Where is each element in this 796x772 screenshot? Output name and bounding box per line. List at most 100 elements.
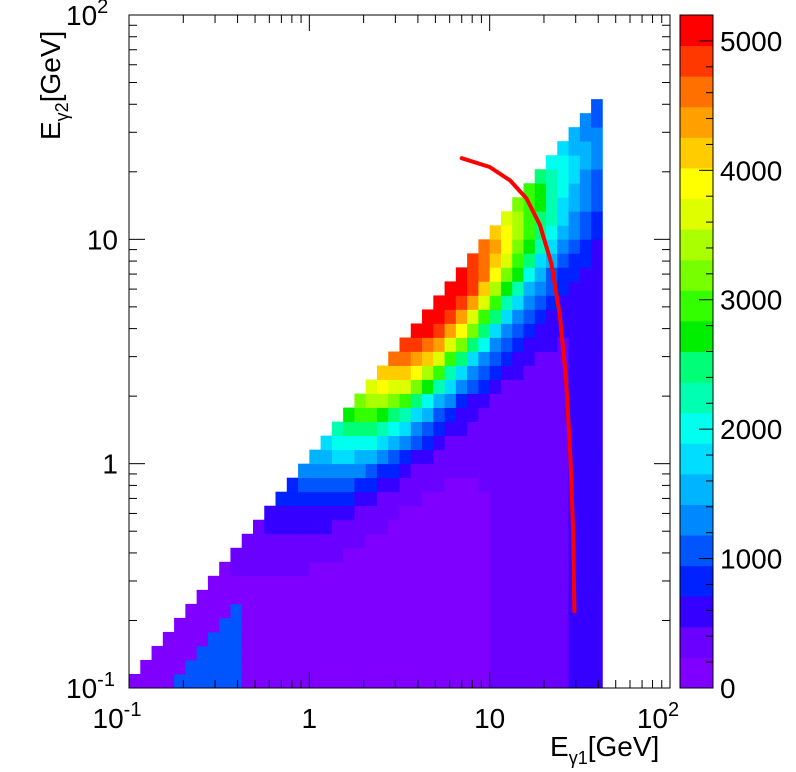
heatmap-bin [219,561,231,577]
heatmap-bin [298,589,310,605]
heatmap-bin [422,631,434,647]
heatmap-bin [365,673,378,689]
heatmap-bin [500,673,513,689]
heatmap-bin [478,407,491,422]
heatmap-bin [523,239,536,254]
heatmap-bin [365,379,378,394]
heatmap-bin [309,589,321,605]
heatmap-bin [354,631,367,647]
heatmap-bin [489,645,502,661]
heatmap-bin [534,281,547,296]
heatmap-bin [523,435,536,451]
heatmap-bin [557,169,569,184]
heatmap-bin [331,645,344,661]
heatmap-bin [534,463,547,479]
heatmap-bin [309,505,321,521]
heatmap-bin [579,477,592,493]
heatmap-bin [354,463,367,479]
heatmap-bin [444,547,457,563]
heatmap-bin [331,561,344,577]
heatmap-bin [388,407,400,422]
heatmap-bin [591,393,603,408]
heatmap-bin [523,519,536,535]
heatmap-bin [354,505,367,521]
heatmap-bin [444,309,457,324]
heatmap-bin [591,253,603,268]
heatmap-bin [455,393,468,408]
heatmap-bin [523,421,536,437]
heatmap-bin [309,519,321,535]
heatmap-bin [579,645,592,661]
heatmap-bin [500,603,513,619]
heatmap-bin [500,617,513,633]
heatmap-bin [546,645,558,661]
heatmap-bin [489,561,502,577]
heatmap-bin [489,505,502,521]
color-scale-tick-label: 1000 [720,544,782,575]
heatmap-bin [354,673,367,689]
heatmap-bin [455,603,468,619]
heatmap-bin [365,421,378,437]
heatmap-bin [433,309,445,324]
heatmap-bin [534,435,547,451]
heatmap-bin [534,533,547,549]
heatmap-bin [410,505,423,521]
heatmap-bin [433,463,445,479]
color-scale-tick-label: 0 [720,673,736,704]
heatmap-bin [140,659,152,675]
heatmap-bin [557,659,569,675]
heatmap-bin [534,393,547,408]
heatmap-bin [512,365,524,380]
heatmap-bin [557,407,569,422]
heatmap-bin [230,547,243,563]
heatmap-bin [523,379,536,394]
heatmap-bin [478,673,491,689]
heatmap-bin [365,617,378,633]
heatmap-bin [230,617,243,633]
heatmap-bin [298,505,310,521]
heatmap-bin [410,337,423,352]
heatmap-bin [207,645,220,661]
heatmap-bin [568,659,581,675]
heatmap-bin [376,463,389,479]
heatmap-bin [433,533,445,549]
heatmap-bin [500,267,513,282]
heatmap-bin [444,659,457,675]
heatmap-bin [252,575,265,591]
heatmap-bin [365,533,378,549]
heatmap-bin [309,561,321,577]
heatmap-bin [365,645,378,661]
heatmap-bin [489,309,502,324]
heatmap-bin [478,477,491,493]
heatmap-bin [275,533,288,549]
heatmap-bin [591,631,603,647]
heatmap-bin [275,505,288,521]
heatmap-bin [354,589,367,605]
heatmap-bin [478,435,491,451]
heatmap-bin [557,295,569,310]
heatmap-bin [591,169,603,184]
heatmap-bin [478,351,491,366]
heatmap-bin [579,183,592,198]
heatmap-bin [546,505,558,521]
heatmap-bin [568,197,581,212]
heatmap-bin [219,589,231,605]
heatmap-bin [500,575,513,591]
heatmap-bin [500,519,513,535]
heatmap-bin [546,617,558,633]
heatmap-bin [422,379,434,394]
heatmap-bin [309,631,321,647]
heatmap-bin [365,561,378,577]
heatmap-bin [433,337,445,352]
heatmap-bin [399,393,412,408]
heatmap-bin [455,617,468,633]
heatmap-bin [478,505,491,521]
heatmap-bin [568,421,581,437]
heatmap-bin [546,421,558,437]
heatmap-bin [331,491,344,507]
heatmap-bin [557,519,569,535]
y-axis-label: Eγ2[GeV] [35,31,72,140]
heatmap-bin [422,645,434,661]
heatmap-bin [568,239,581,254]
heatmap-bin [478,519,491,535]
